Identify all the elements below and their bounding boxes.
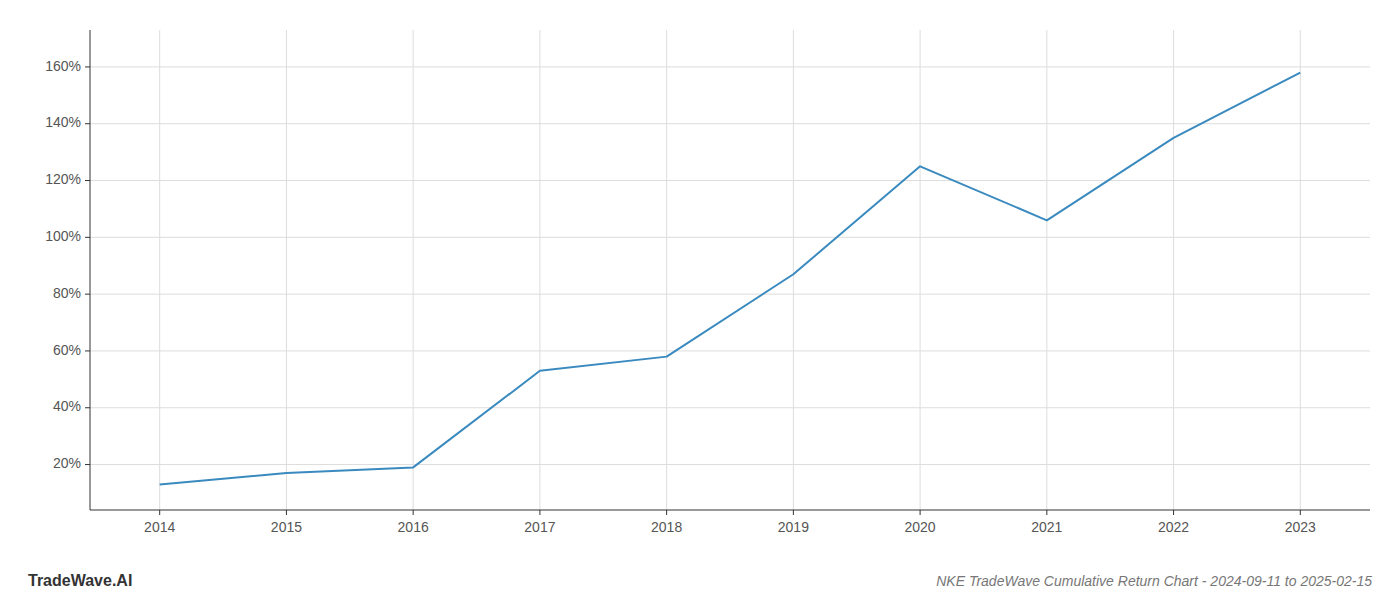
grid-line-x (1300, 30, 1301, 510)
x-tick (793, 510, 794, 515)
grid-line-y (90, 66, 1370, 67)
grid-line-y (90, 407, 1370, 408)
y-axis-line (90, 30, 91, 510)
x-tick (1173, 510, 1174, 515)
grid-line-x (286, 30, 287, 510)
x-tick-label: 2015 (271, 519, 302, 535)
x-tick (1046, 510, 1047, 515)
y-tick-label: 160% (45, 58, 81, 74)
y-tick-label: 20% (53, 455, 81, 471)
x-tick-label: 2019 (778, 519, 809, 535)
grid-line-x (1046, 30, 1047, 510)
x-tick-label: 2020 (905, 519, 936, 535)
chart: 20% 40% 60% 80% 100% 120% 140% 160% 2014 2015 2016… (0, 0, 1400, 600)
x-tick (539, 510, 540, 515)
grid-line-y (90, 464, 1370, 465)
y-tick (85, 66, 90, 67)
axes: 20% 40% 60% 80% 100% 120% 140% 160% 2014 2015 2016… (45, 30, 1370, 535)
x-tick-label: 2014 (144, 519, 175, 535)
x-tick (286, 510, 287, 515)
grid (90, 30, 1370, 510)
y-tick (85, 294, 90, 295)
grid-line-y (90, 180, 1370, 181)
y-tick (85, 237, 90, 238)
x-tick-label: 2023 (1285, 519, 1316, 535)
grid-line-x (920, 30, 921, 510)
x-tick-label: 2018 (651, 519, 682, 535)
grid-line-x (793, 30, 794, 510)
y-tick-label: 100% (45, 228, 81, 244)
background (0, 0, 1400, 600)
x-tick (666, 510, 667, 515)
title: NKE TradeWave Cumulative Return Chart - … (936, 573, 1372, 589)
x-tick-label: 2016 (398, 519, 429, 535)
y-tick-label: 120% (45, 171, 81, 187)
x-tick (1300, 510, 1301, 515)
y-tick (85, 407, 90, 408)
x-tick (920, 510, 921, 515)
y-tick (85, 180, 90, 181)
plot-area (160, 73, 1301, 485)
x-tick-label: 2022 (1158, 519, 1189, 535)
grid-line-y (90, 294, 1370, 295)
x-axis-line (90, 510, 1370, 511)
watermark: TradeWave.AI (28, 572, 132, 589)
grid-line-x (159, 30, 160, 510)
grid-line-x (1173, 30, 1174, 510)
x-tick-label: 2021 (1031, 519, 1062, 535)
grid-line-y (90, 350, 1370, 351)
grid-line-x (413, 30, 414, 510)
x-tick (413, 510, 414, 515)
line (160, 73, 1301, 485)
y-tick (85, 350, 90, 351)
y-tick-label: 40% (53, 398, 81, 414)
x-tick-label: 2017 (524, 519, 555, 535)
y-tick-label: 80% (53, 285, 81, 301)
y-tick (85, 464, 90, 465)
y-tick (85, 123, 90, 124)
grid-line-y (90, 123, 1370, 124)
grid-line-x (539, 30, 540, 510)
grid-line-x (666, 30, 667, 510)
x-tick (159, 510, 160, 515)
y-tick-label: 140% (45, 114, 81, 130)
y-tick-label: 60% (53, 342, 81, 358)
grid-line-y (90, 237, 1370, 238)
